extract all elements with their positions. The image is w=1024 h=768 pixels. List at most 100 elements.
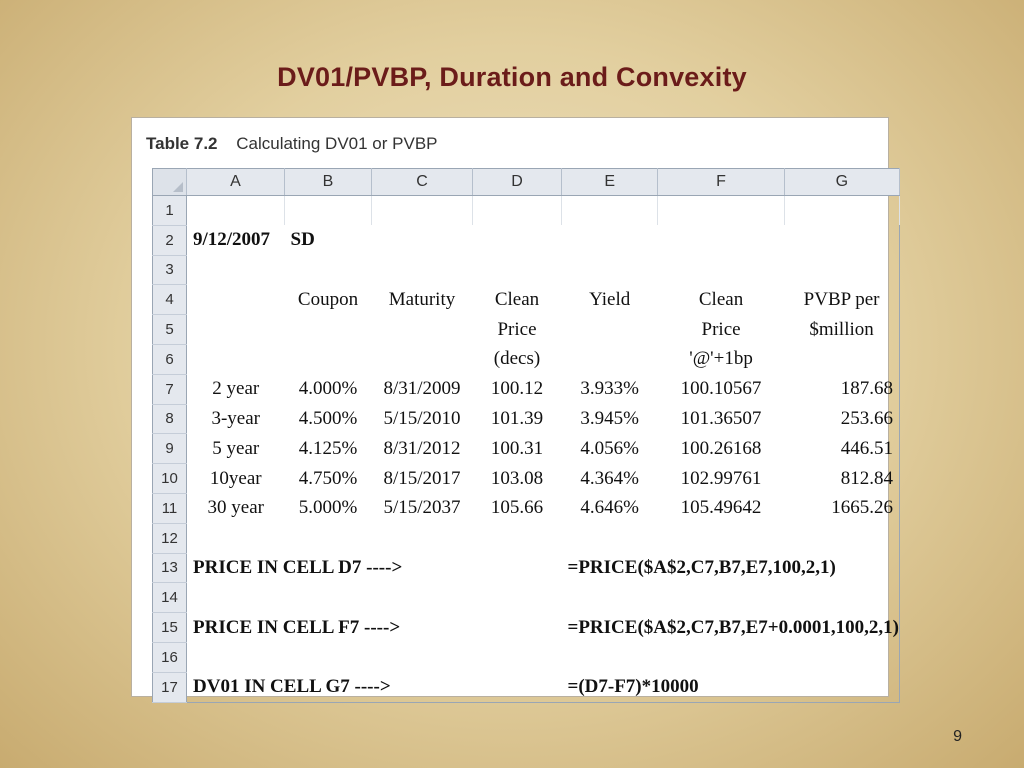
column-header-a[interactable]: A bbox=[186, 168, 285, 196]
row-header[interactable]: 16 bbox=[152, 642, 187, 673]
row-header[interactable]: 15 bbox=[152, 612, 187, 643]
row-header[interactable]: 6 bbox=[152, 344, 187, 375]
cell-formula[interactable] bbox=[562, 642, 900, 672]
cell-formula[interactable]: =PRICE($A$2,C7,B7,E7,100,2,1) bbox=[567, 556, 836, 578]
cell-header[interactable]: $million bbox=[809, 318, 874, 340]
cell-term[interactable]: 30 year bbox=[207, 497, 264, 519]
cell-pvbp[interactable]: 446.51 bbox=[840, 437, 893, 459]
cell[interactable] bbox=[784, 344, 899, 374]
cell-maturity[interactable]: 8/31/2012 bbox=[383, 437, 461, 459]
cell-clean-price[interactable]: 100.12 bbox=[490, 378, 544, 400]
column-header-d[interactable]: D bbox=[472, 168, 562, 196]
row-header[interactable]: 8 bbox=[152, 404, 187, 435]
cell-pvbp[interactable]: 253.66 bbox=[840, 407, 893, 429]
cell-label[interactable] bbox=[187, 523, 562, 553]
cell-maturity[interactable]: 8/15/2017 bbox=[383, 467, 461, 489]
cell[interactable] bbox=[187, 285, 285, 315]
cell-sd-label[interactable]: SD bbox=[290, 229, 315, 251]
cell[interactable] bbox=[658, 225, 784, 255]
cell-header[interactable]: Clean bbox=[698, 288, 744, 310]
cell-term[interactable]: 5 year bbox=[212, 437, 260, 459]
row-header[interactable]: 10 bbox=[152, 463, 187, 494]
column-header-b[interactable]: B bbox=[284, 168, 372, 196]
column-header-g[interactable]: G bbox=[784, 168, 900, 196]
cell-yield[interactable]: 3.945% bbox=[580, 407, 639, 429]
cell[interactable] bbox=[186, 195, 285, 226]
cell-formula[interactable]: =PRICE($A$2,C7,B7,E7+0.0001,100,2,1) bbox=[567, 616, 899, 638]
column-header-f[interactable]: F bbox=[657, 168, 785, 196]
cell-maturity[interactable]: 5/15/2037 bbox=[383, 497, 461, 519]
cell-coupon[interactable]: 4.000% bbox=[298, 378, 358, 400]
cell-clean-price-bumped[interactable]: 100.26168 bbox=[680, 437, 762, 459]
cell-header[interactable]: Clean bbox=[494, 288, 540, 310]
cell-clean-price[interactable]: 100.31 bbox=[490, 437, 544, 459]
row-header[interactable]: 9 bbox=[152, 433, 187, 465]
cell-yield[interactable]: 3.933% bbox=[580, 378, 639, 400]
cell-formula[interactable] bbox=[562, 583, 900, 613]
cell[interactable] bbox=[372, 255, 473, 285]
cell-date[interactable]: 9/12/2007 bbox=[193, 229, 271, 251]
cell-pvbp[interactable]: 812.84 bbox=[840, 467, 893, 489]
row-header[interactable]: 13 bbox=[152, 553, 187, 584]
cell[interactable] bbox=[562, 255, 658, 285]
cell[interactable] bbox=[472, 195, 562, 226]
select-all-corner[interactable] bbox=[152, 168, 187, 196]
cell[interactable] bbox=[784, 195, 900, 226]
cell-maturity[interactable]: 8/31/2009 bbox=[383, 378, 461, 400]
cell-label[interactable]: DV01 IN CELL G7 ----> bbox=[193, 675, 391, 697]
cell[interactable] bbox=[561, 195, 659, 226]
cell-clean-price[interactable]: 101.39 bbox=[490, 407, 544, 429]
cell[interactable] bbox=[562, 315, 658, 345]
cell[interactable] bbox=[372, 344, 473, 374]
cell-label[interactable]: PRICE IN CELL F7 ----> bbox=[193, 616, 401, 638]
cell-term[interactable]: 2 year bbox=[212, 378, 260, 400]
cell[interactable] bbox=[562, 225, 658, 255]
cell-coupon[interactable]: 4.500% bbox=[298, 407, 358, 429]
cell[interactable] bbox=[657, 195, 785, 226]
column-header-e[interactable]: E bbox=[561, 168, 659, 196]
row-header[interactable]: 14 bbox=[152, 582, 187, 614]
cell[interactable] bbox=[187, 344, 285, 374]
cell-coupon[interactable]: 4.125% bbox=[298, 437, 358, 459]
cell-maturity[interactable]: 5/15/2010 bbox=[383, 407, 461, 429]
cell-label[interactable] bbox=[187, 583, 562, 613]
cell[interactable] bbox=[784, 255, 899, 285]
row-header[interactable]: 2 bbox=[152, 225, 187, 256]
row-header[interactable]: 5 bbox=[152, 314, 187, 345]
cell-coupon[interactable]: 4.750% bbox=[298, 467, 358, 489]
cell-formula[interactable] bbox=[562, 523, 900, 553]
cell[interactable] bbox=[473, 225, 562, 255]
cell-header[interactable]: Yield bbox=[589, 288, 631, 310]
cell-pvbp[interactable]: 1665.26 bbox=[831, 497, 893, 519]
row-header[interactable]: 7 bbox=[152, 374, 187, 405]
cell-header[interactable]: Price bbox=[701, 318, 741, 340]
cell-clean-price-bumped[interactable]: 100.10567 bbox=[680, 378, 762, 400]
column-header-c[interactable]: C bbox=[371, 168, 473, 196]
row-header[interactable]: 1 bbox=[152, 195, 187, 226]
cell-header[interactable]: PVBP per bbox=[803, 288, 880, 310]
cell-pvbp[interactable]: 187.68 bbox=[840, 378, 893, 400]
cell-header[interactable]: Price bbox=[497, 318, 537, 340]
row-header[interactable]: 12 bbox=[152, 523, 187, 554]
cell-clean-price-bumped[interactable]: 102.99761 bbox=[680, 467, 762, 489]
cell[interactable] bbox=[371, 195, 473, 226]
cell-label[interactable] bbox=[187, 642, 562, 672]
cell-term[interactable]: 10year bbox=[209, 467, 262, 489]
cell-header[interactable]: Coupon bbox=[297, 288, 359, 310]
cell-yield[interactable]: 4.364% bbox=[580, 467, 639, 489]
cell[interactable] bbox=[372, 315, 473, 345]
cell-yield[interactable]: 4.056% bbox=[580, 437, 639, 459]
cell-clean-price[interactable]: 103.08 bbox=[490, 467, 544, 489]
cell-header[interactable]: (decs) bbox=[493, 348, 541, 370]
cell[interactable] bbox=[285, 255, 372, 285]
row-header[interactable]: 4 bbox=[152, 284, 187, 316]
row-header[interactable]: 11 bbox=[152, 493, 187, 524]
cell[interactable] bbox=[562, 344, 658, 374]
cell-term[interactable]: 3-year bbox=[211, 407, 261, 429]
row-header[interactable]: 17 bbox=[152, 672, 187, 703]
cell-clean-price[interactable]: 105.66 bbox=[490, 497, 544, 519]
cell-clean-price-bumped[interactable]: 101.36507 bbox=[680, 407, 762, 429]
cell-header[interactable]: '@'+1bp bbox=[689, 348, 753, 370]
cell[interactable] bbox=[284, 195, 372, 226]
cell[interactable] bbox=[658, 255, 784, 285]
